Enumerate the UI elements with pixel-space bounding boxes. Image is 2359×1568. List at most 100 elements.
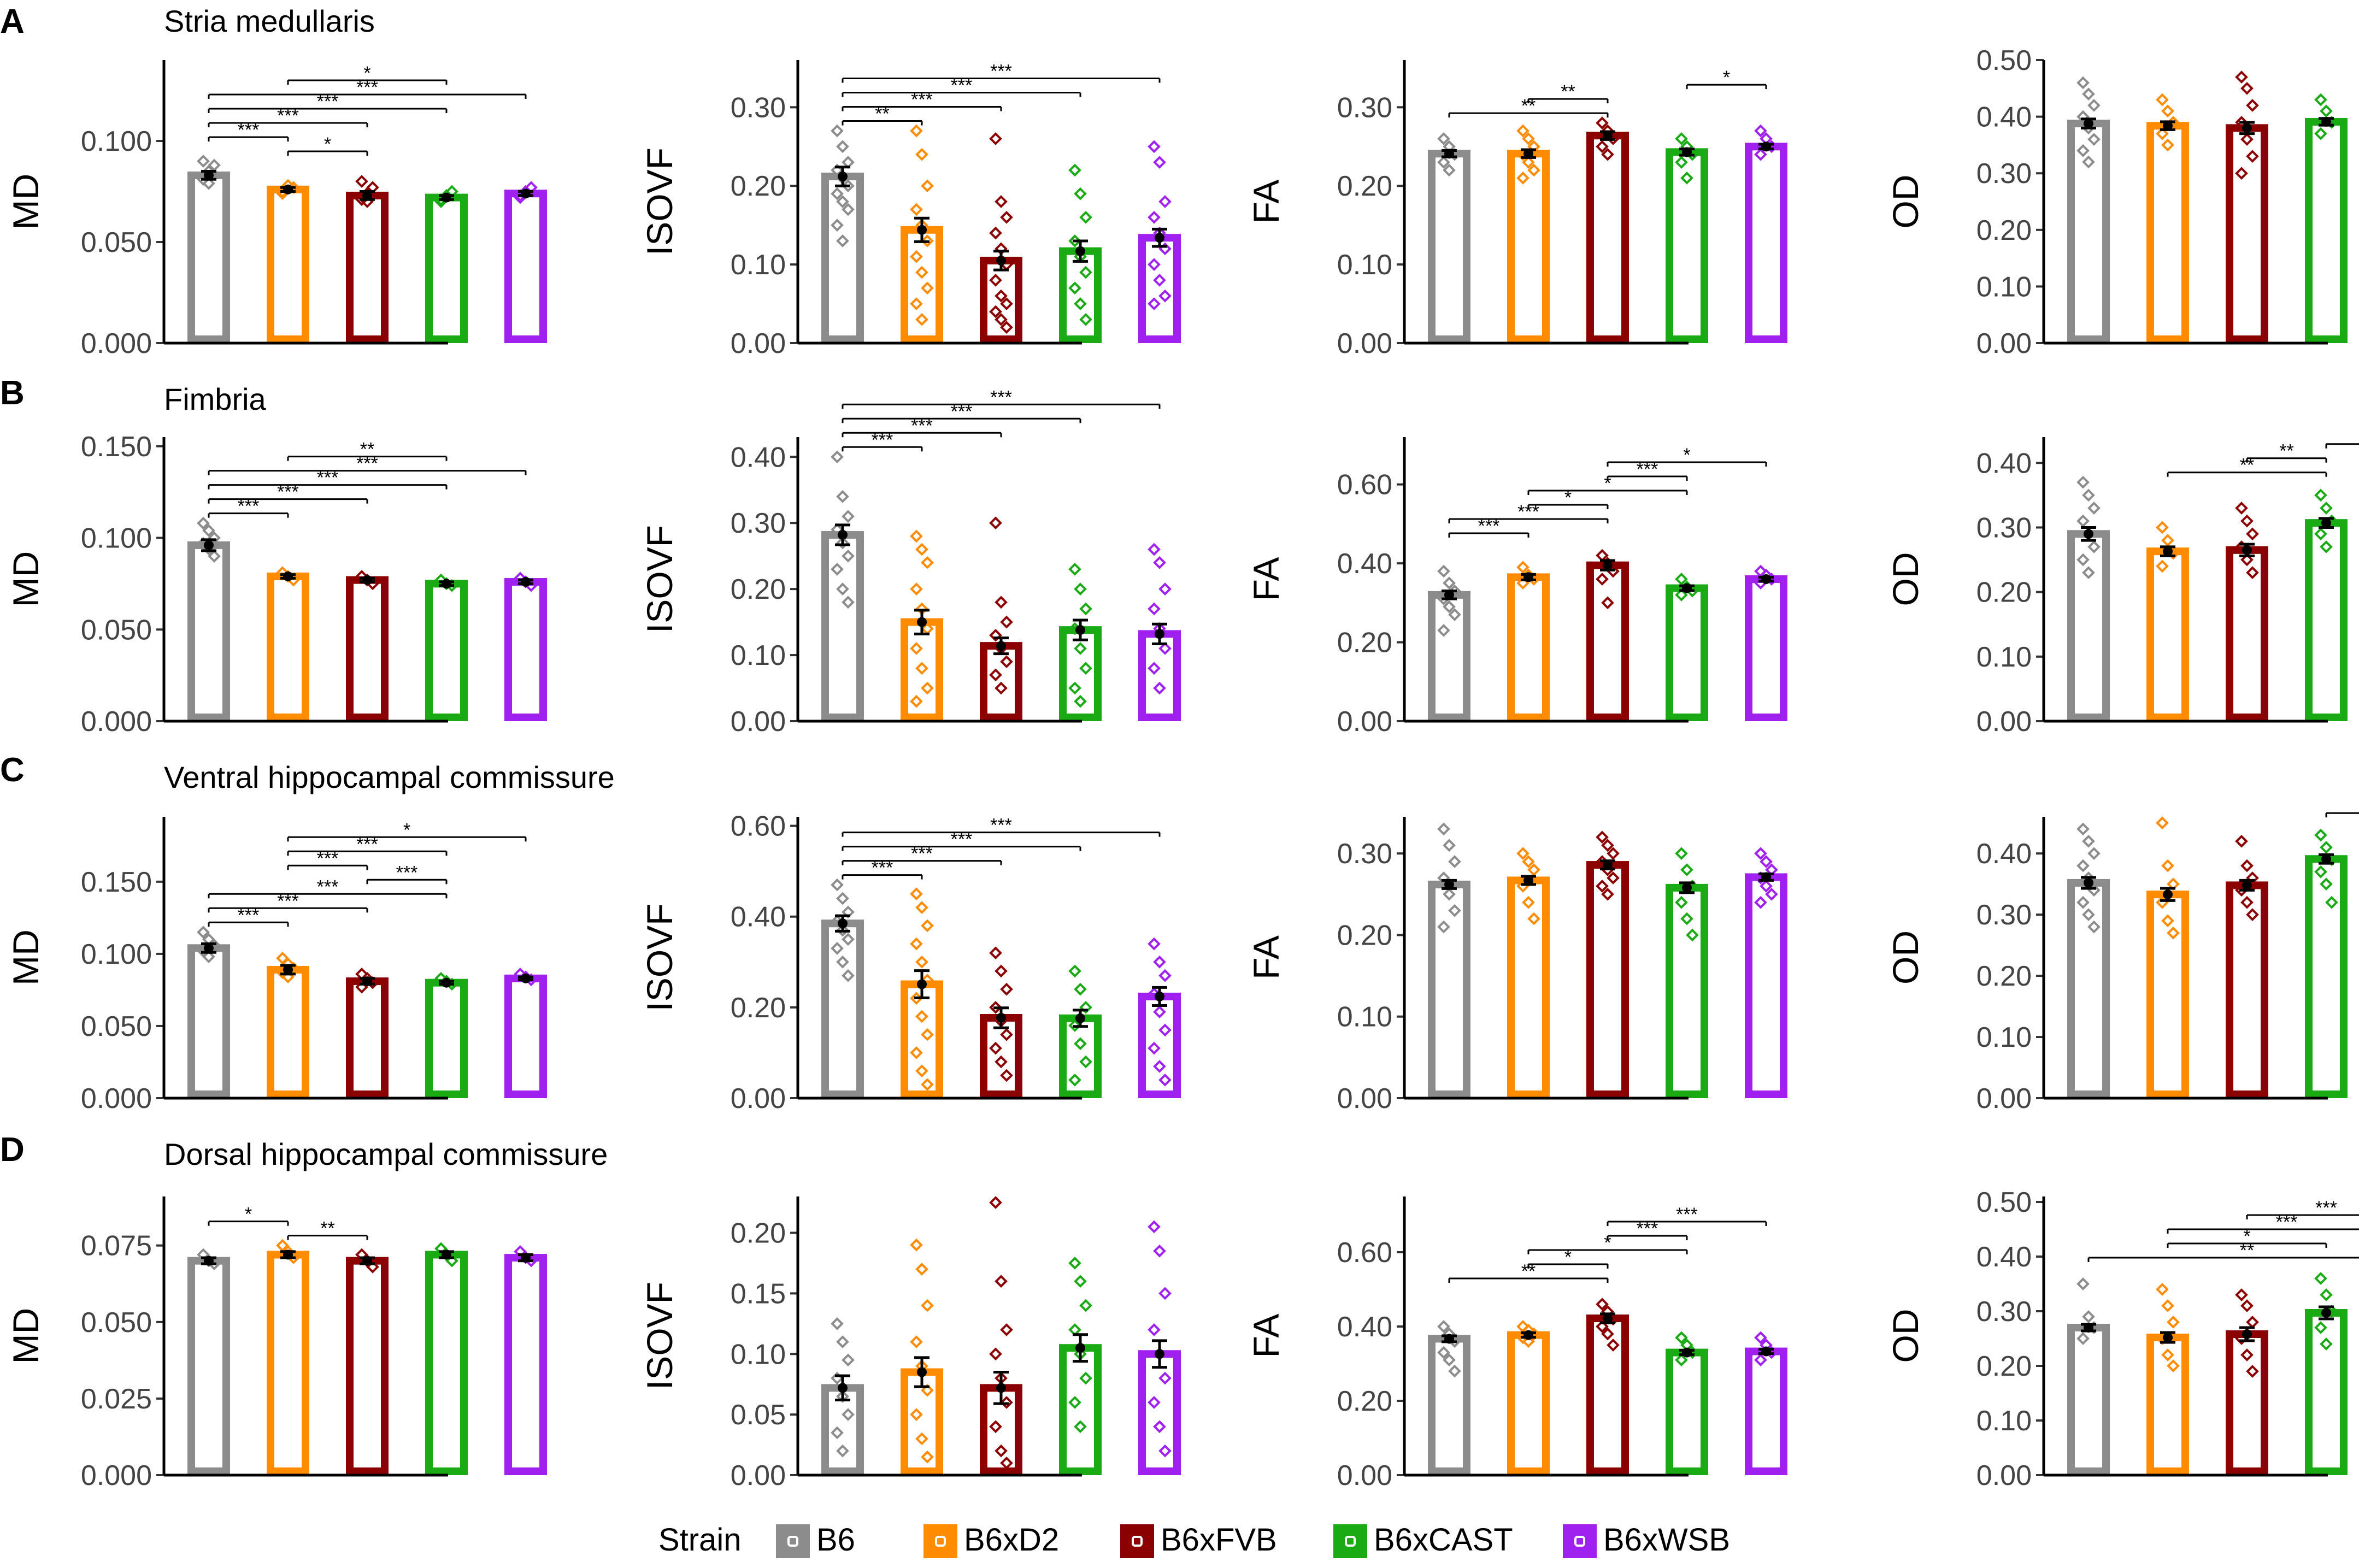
- data-point: [1158, 195, 1172, 208]
- bar: [2067, 1324, 2110, 1475]
- y-tick-label: 0.30: [1976, 512, 2032, 544]
- region-title: Stria medullaris: [164, 4, 375, 38]
- data-point: [2076, 110, 2090, 123]
- data-point: [2240, 895, 2254, 909]
- significance-label: ***: [1478, 516, 1500, 537]
- data-point: [921, 1028, 934, 1041]
- bar: [187, 171, 230, 343]
- y-tick-label: 0.40: [731, 441, 786, 473]
- data-point: [1153, 156, 1166, 169]
- y-tick-label: 0.10: [731, 1339, 786, 1370]
- legend-marker: [787, 1536, 798, 1547]
- data-point: [1158, 1371, 1172, 1385]
- data-point: [989, 1196, 1002, 1209]
- y-tick-label: 0.050: [81, 1011, 152, 1042]
- y-tick-label: 0.150: [81, 866, 152, 898]
- bar: [2226, 546, 2268, 721]
- data-point: [2161, 1348, 2174, 1361]
- mean-point: [521, 188, 531, 199]
- data-point: [2161, 914, 2174, 928]
- data-point: [1074, 297, 1087, 310]
- data-point: [1148, 1396, 1161, 1409]
- data-point: [910, 1408, 923, 1421]
- data-point: [2167, 1359, 2180, 1372]
- y-tick-label: 0.00: [731, 1083, 786, 1115]
- data-point: [1443, 1353, 1456, 1367]
- data-point: [2156, 127, 2169, 140]
- data-point: [2082, 155, 2095, 169]
- significance-label: ***: [277, 482, 299, 503]
- significance-label: *: [324, 134, 331, 155]
- data-point: [831, 523, 844, 537]
- mean-point: [1761, 574, 1771, 584]
- subplot-D-isovf: ISOVF 0.00 0.05 0.10 0.15 0.20: [639, 1196, 1181, 1492]
- mean-point: [1603, 860, 1613, 870]
- data-point: [1675, 573, 1688, 586]
- data-point: [842, 510, 855, 523]
- data-point: [1448, 904, 1461, 917]
- bar: [267, 185, 309, 343]
- bar: [2146, 122, 2189, 343]
- data-point: [915, 955, 928, 969]
- mean-point: [1603, 131, 1613, 141]
- data-point: [197, 926, 210, 939]
- mean-point: [1523, 149, 1533, 159]
- data-point: [989, 305, 1002, 319]
- y-tick-label: 0.30: [1976, 899, 2032, 931]
- legend-marker: [1574, 1536, 1585, 1547]
- data-point: [1158, 289, 1172, 303]
- bar: [1428, 880, 1470, 1098]
- mean-point: [283, 1249, 293, 1260]
- bar: [901, 980, 943, 1098]
- data-point: [2246, 1316, 2259, 1329]
- data-point: [910, 887, 923, 901]
- y-tick-label: 0.050: [81, 614, 152, 646]
- data-point: [197, 516, 210, 530]
- data-point: [2246, 566, 2259, 580]
- mean-point: [2163, 121, 2173, 131]
- data-point: [2082, 908, 2095, 921]
- data-point: [1079, 1055, 1092, 1069]
- data-point: [1516, 847, 1529, 860]
- data-point: [842, 179, 855, 193]
- y-tick-label: 0.00: [731, 328, 786, 359]
- data-point: [2087, 920, 2101, 934]
- y-tick-label: 0.20: [1976, 1351, 2032, 1382]
- data-point: [836, 892, 849, 905]
- data-point: [989, 628, 1002, 642]
- legend-label: B6: [816, 1522, 855, 1558]
- significance-label: **: [1521, 96, 1536, 116]
- y-tick-label: 0.40: [1337, 548, 1392, 580]
- y-tick-label: 0.30: [731, 92, 786, 123]
- data-point: [831, 942, 844, 955]
- y-tick-label: 0.20: [1337, 1386, 1392, 1417]
- data-point: [995, 1444, 1008, 1458]
- data-point: [1153, 955, 1166, 969]
- y-tick-label: 0.00: [731, 1460, 786, 1492]
- bar: [2305, 117, 2348, 343]
- data-point: [1153, 556, 1166, 569]
- mean-point: [1761, 872, 1771, 882]
- data-point: [2235, 116, 2248, 129]
- mean-point: [996, 1012, 1006, 1023]
- y-tick-label: 0.20: [1337, 170, 1392, 202]
- mean-point: [1523, 572, 1533, 582]
- y-tick-label: 0.10: [1337, 249, 1392, 281]
- subplot-C-od: OD0.000.100.200.300.40**: [1885, 795, 2359, 1115]
- mean-point: [1075, 246, 1085, 256]
- bar: [346, 576, 389, 721]
- data-point: [910, 1046, 923, 1059]
- mean-point: [1155, 233, 1164, 243]
- data-point: [831, 878, 844, 892]
- mean-point: [2084, 1323, 2093, 1333]
- data-point: [1596, 573, 1609, 586]
- y-tick-label: 0.40: [1337, 1311, 1392, 1343]
- data-point: [1153, 1060, 1166, 1073]
- data-point: [2240, 514, 2254, 528]
- data-point: [910, 642, 923, 655]
- data-point: [1596, 549, 1609, 562]
- data-point: [915, 1263, 928, 1276]
- significance-label: ***: [356, 77, 378, 98]
- data-point: [2320, 841, 2333, 854]
- bar: [425, 580, 468, 721]
